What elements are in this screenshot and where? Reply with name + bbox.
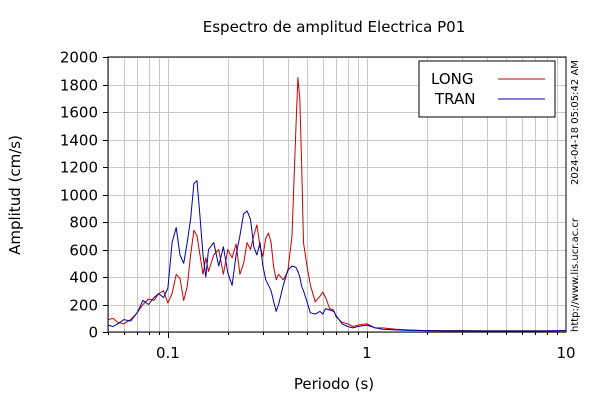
series-lines (107, 77, 567, 332)
legend-box (418, 60, 556, 118)
y-tick-label: 1400 (60, 132, 98, 150)
legend-label-tran: TRAN (434, 90, 475, 108)
x-tick-labels: 0.1 1 10 (156, 344, 576, 362)
y-axis-label: Amplitud (cm/s) (6, 135, 24, 255)
x-tick-label: 10 (556, 344, 575, 362)
y-tick-labels: 0 200 400 600 800 1000 1200 1400 1600 1800 2000 (60, 49, 98, 342)
x-axis-label: Periodo (s) (294, 375, 374, 393)
website-annotation: http://www.lis.ucr.ac.cr (570, 217, 581, 332)
legend-label-long: LONG (431, 70, 473, 88)
axis-ticks (103, 57, 558, 338)
y-tick-label: 600 (69, 242, 98, 260)
x-tick-label: 1 (362, 344, 372, 362)
x-tick-label: 0.1 (156, 344, 180, 362)
legend: LONG TRAN (418, 60, 556, 118)
y-tick-label: 1000 (60, 187, 98, 205)
y-tick-label: 2000 (60, 49, 98, 67)
y-tick-label: 0 (88, 324, 98, 342)
y-tick-label: 800 (69, 214, 98, 232)
y-tick-label: 1600 (60, 104, 98, 122)
y-tick-label: 400 (69, 269, 98, 287)
y-tick-label: 1800 (60, 77, 98, 95)
chart-title: Espectro de amplitud Electrica P01 (203, 18, 466, 36)
y-tick-label: 1200 (60, 159, 98, 177)
grid-lines (108, 57, 566, 333)
y-tick-label: 200 (69, 297, 98, 315)
series-line-long (107, 77, 567, 332)
timestamp-annotation: 2024-04-18 05:05:42 AM (570, 60, 581, 185)
series-line-tran (107, 180, 567, 332)
